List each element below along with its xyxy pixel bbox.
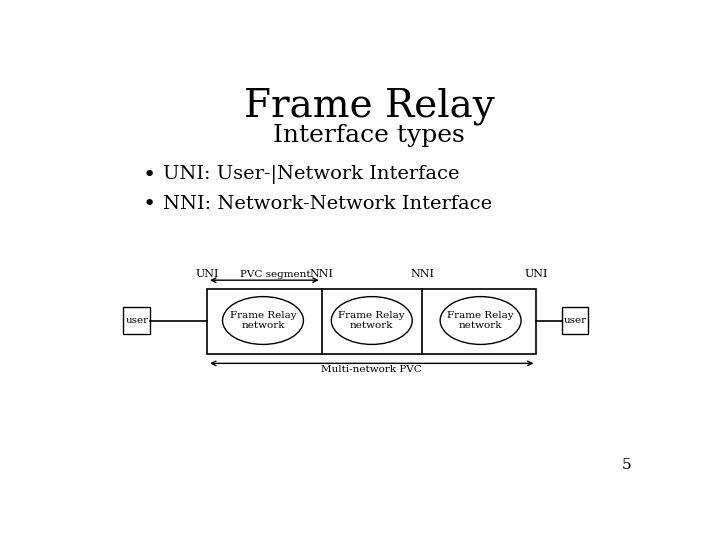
Text: Frame Relay: Frame Relay: [243, 87, 495, 125]
Text: user: user: [563, 316, 587, 325]
Bar: [124, 307, 150, 334]
Text: UNI: UNI: [195, 269, 219, 279]
Text: UNI: UNI: [525, 269, 548, 279]
Text: Frame Relay
network: Frame Relay network: [338, 311, 405, 330]
Ellipse shape: [331, 296, 413, 345]
Text: NNI: NNI: [410, 269, 434, 279]
Text: NNI: NNI: [310, 269, 333, 279]
Ellipse shape: [222, 296, 303, 345]
Text: NNI: Network-Network Interface: NNI: Network-Network Interface: [163, 195, 492, 213]
Text: 5: 5: [621, 458, 631, 472]
Text: Multi-network PVC: Multi-network PVC: [321, 366, 422, 374]
Text: Interface types: Interface types: [273, 124, 465, 147]
Ellipse shape: [440, 296, 521, 345]
Text: Frame Relay
network: Frame Relay network: [230, 311, 297, 330]
Text: UNI: User-|Network Interface: UNI: User-|Network Interface: [163, 165, 459, 185]
Text: •: •: [143, 165, 156, 185]
Bar: [207, 289, 536, 354]
Text: •: •: [143, 194, 156, 214]
Bar: [562, 307, 588, 334]
Text: user: user: [125, 316, 148, 325]
Text: PVC segment: PVC segment: [240, 269, 311, 279]
Text: Frame Relay
network: Frame Relay network: [447, 311, 514, 330]
